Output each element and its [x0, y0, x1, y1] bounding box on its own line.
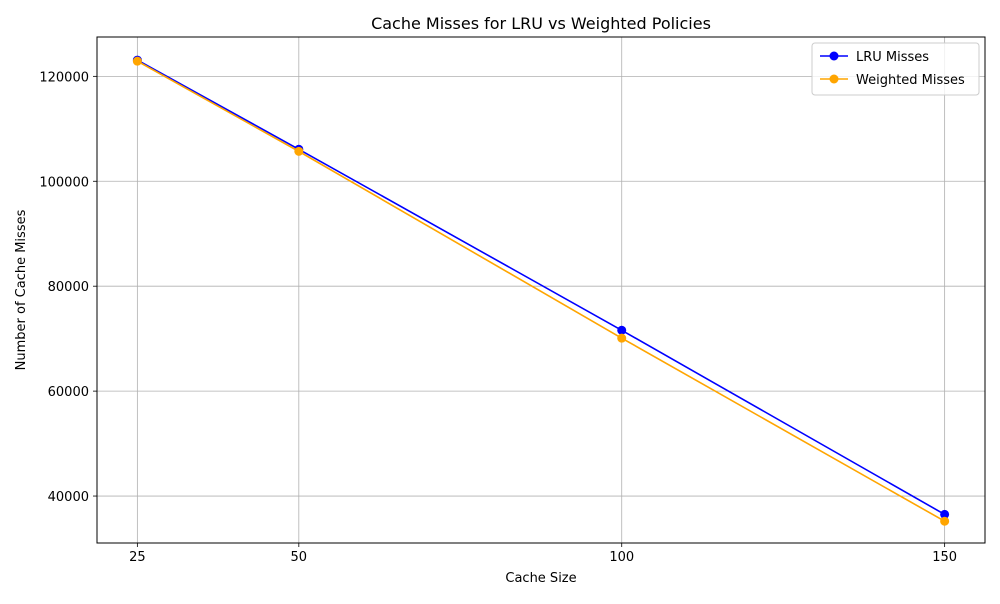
series-1-point	[940, 516, 950, 526]
y-tick-label: 80000	[48, 280, 89, 295]
plot-frame	[96, 36, 986, 544]
legend-marker-lru	[829, 51, 839, 61]
series-1-point	[294, 146, 304, 156]
y-tick-label: 60000	[48, 385, 89, 400]
x-tick-label: 150	[932, 550, 957, 565]
legend-label-lru: LRU Misses	[856, 50, 929, 65]
y-tick-label: 40000	[48, 490, 89, 505]
series-1-point	[617, 333, 627, 343]
chart-title: Cache Misses for LRU vs Weighted Policie…	[371, 14, 711, 33]
x-axis-label: Cache Size	[505, 571, 576, 586]
series-0-point	[940, 509, 950, 519]
series-1-point	[132, 56, 142, 66]
series-line-0	[136, 59, 946, 516]
x-axis-ticks: 25 50 100 150	[129, 543, 957, 565]
legend-label-weighted: Weighted Misses	[856, 73, 965, 88]
legend: LRU Misses Weighted Misses	[811, 42, 980, 96]
x-tick-label: 50	[291, 550, 308, 565]
x-tick-label: 25	[129, 550, 146, 565]
y-axis-ticks: 40000 60000 80000 100000 120000	[39, 70, 97, 505]
x-tick-label: 100	[609, 550, 634, 565]
series-0-point	[617, 325, 627, 335]
legend-marker-weighted	[829, 74, 839, 84]
legend-box	[811, 42, 980, 96]
y-tick-label: 100000	[39, 175, 89, 190]
series-layer	[132, 55, 950, 526]
series-line-1	[136, 60, 946, 522]
y-tick-label: 120000	[39, 70, 89, 85]
y-axis-label: Number of Cache Misses	[14, 209, 29, 370]
